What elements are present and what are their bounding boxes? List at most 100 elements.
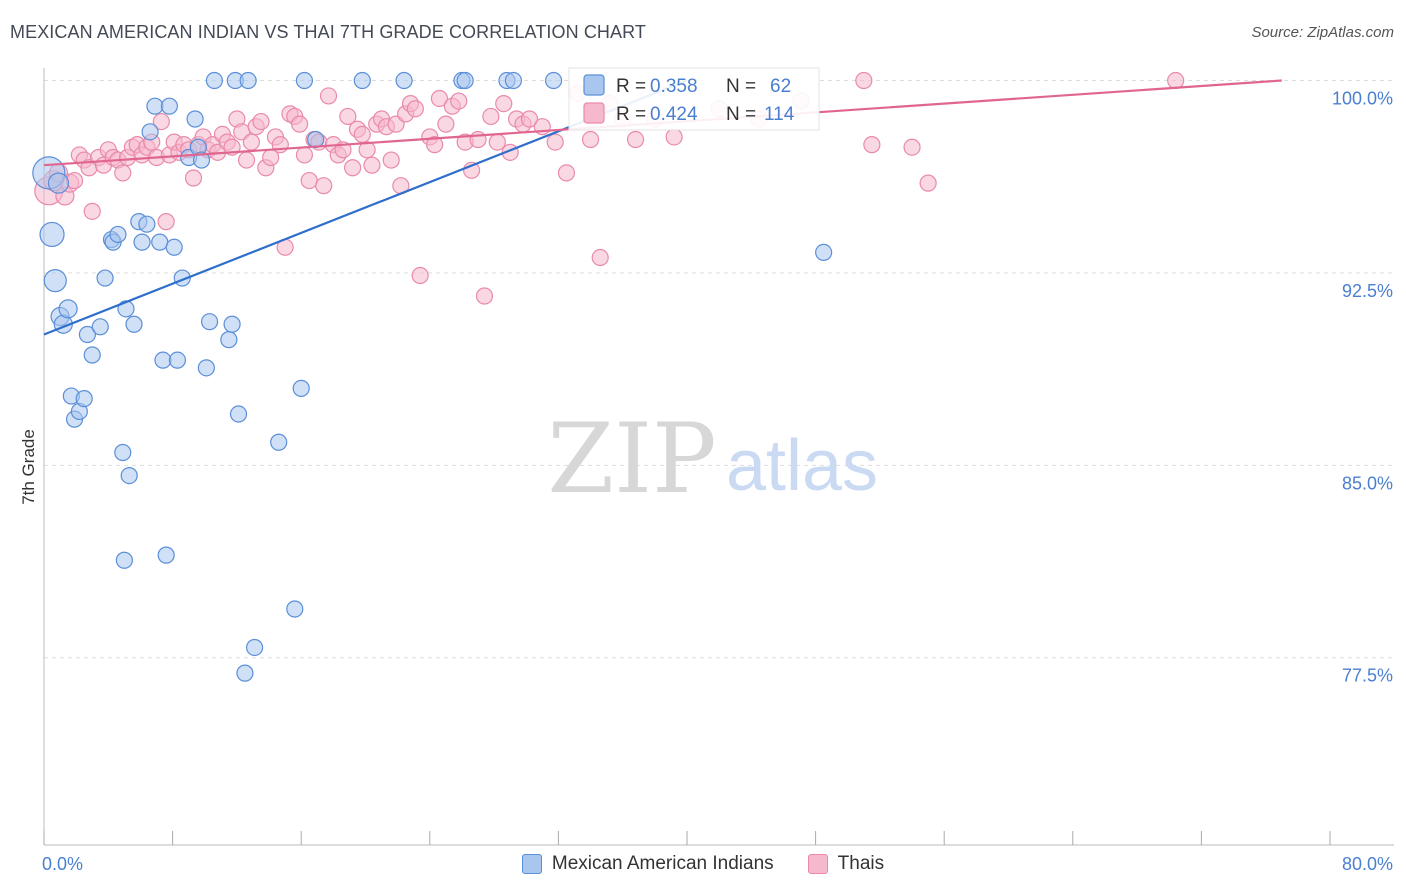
mexican-american-indians-point bbox=[815, 243, 833, 262]
y-tick-label: 85.0% bbox=[1342, 473, 1393, 493]
thais-point bbox=[520, 110, 539, 128]
mexican-american-indians-point bbox=[295, 71, 314, 90]
mexican-american-indians-point bbox=[160, 97, 178, 115]
x-tick-label: 0.0% bbox=[42, 854, 83, 874]
thais-point bbox=[344, 159, 362, 177]
watermark: ZIP atlas bbox=[547, 403, 878, 515]
x-tick-label: 80.0% bbox=[1342, 854, 1393, 874]
legend-swatch-blue bbox=[583, 74, 605, 96]
mexican-american-indians-points bbox=[32, 71, 833, 682]
chart-title: MEXICAN AMERICAN INDIAN VS THAI 7TH GRAD… bbox=[10, 22, 646, 42]
mexican-american-indians-point bbox=[504, 71, 522, 90]
thais-point bbox=[252, 112, 270, 131]
mexican-american-indians-point bbox=[43, 269, 67, 293]
thais-point bbox=[83, 202, 101, 220]
thais-point bbox=[665, 128, 683, 146]
legend-r-label-blue: R = bbox=[616, 76, 646, 97]
thais-point bbox=[358, 141, 376, 159]
mexican-american-indians-point bbox=[197, 359, 215, 377]
mexican-american-indians-point bbox=[395, 71, 413, 90]
mexican-american-indians-point bbox=[96, 269, 114, 287]
thais-point bbox=[237, 151, 256, 169]
mexican-american-indians-point bbox=[58, 299, 78, 319]
thais-point bbox=[157, 213, 175, 231]
mexican-american-indians-point bbox=[456, 71, 474, 90]
mexican-american-indians-point bbox=[47, 172, 70, 194]
mexican-american-indians-point bbox=[146, 97, 164, 115]
mexican-american-indians-point bbox=[165, 238, 183, 256]
legend-swatch-mexican-american-indians bbox=[521, 854, 542, 874]
y-axis-label: 7th Grade bbox=[19, 429, 38, 505]
legend-label-mexican-american-indians: Mexican American Indians bbox=[551, 853, 774, 874]
mexican-american-indians-point bbox=[157, 546, 175, 564]
correlation-legend: R = 0.358 N = 62 R = 0.424 N = 114 bbox=[568, 67, 820, 131]
thais-point bbox=[411, 266, 429, 285]
mexican-american-indians-point bbox=[75, 390, 93, 408]
thais-point bbox=[114, 164, 132, 182]
mexican-american-indians-point bbox=[125, 315, 143, 333]
thais-point bbox=[363, 156, 381, 174]
watermark-zip: ZIP bbox=[547, 403, 716, 515]
legend-r-value-blue: 0.358 bbox=[650, 76, 698, 97]
mexican-american-indians-point bbox=[141, 123, 159, 141]
thais-point bbox=[557, 164, 576, 182]
legend-swatch-pink bbox=[583, 102, 605, 124]
thais-point bbox=[315, 177, 333, 195]
thais-point bbox=[475, 287, 494, 305]
thais-point bbox=[290, 115, 309, 133]
thais-point bbox=[353, 125, 371, 143]
mexican-american-indians-point bbox=[151, 233, 169, 251]
y-tick-label: 92.5% bbox=[1342, 281, 1393, 301]
mexican-american-indians-point bbox=[115, 551, 133, 569]
mexican-american-indians-point bbox=[114, 443, 132, 462]
mexican-american-indians-point bbox=[239, 71, 257, 90]
legend-box bbox=[568, 67, 820, 131]
mexican-american-indians-point bbox=[286, 600, 304, 618]
mexican-american-indians-point bbox=[168, 351, 187, 369]
y-tick-label: 77.5% bbox=[1342, 666, 1393, 686]
thais-point bbox=[1167, 71, 1185, 90]
watermark-atlas: atlas bbox=[726, 426, 878, 506]
mexican-american-indians-point bbox=[223, 315, 241, 333]
legend-r-value-pink: 0.424 bbox=[650, 104, 698, 125]
mexican-american-indians-point bbox=[220, 331, 238, 349]
mexican-american-indians-point bbox=[192, 151, 211, 169]
axes bbox=[43, 68, 1394, 846]
mexican-american-indians-point bbox=[120, 466, 138, 485]
source-label: Source: ZipAtlas.com bbox=[1251, 24, 1394, 41]
thais-point bbox=[295, 146, 314, 164]
thais-point bbox=[626, 130, 645, 149]
thais-point bbox=[495, 95, 513, 113]
legend-n-value-blue: 62 bbox=[770, 76, 791, 97]
thais-point bbox=[339, 107, 357, 126]
thais-point bbox=[426, 136, 444, 154]
thais-point bbox=[546, 133, 564, 151]
mexican-american-indians-point bbox=[154, 351, 172, 369]
mexican-american-indians-point bbox=[544, 71, 563, 90]
thais-point bbox=[152, 112, 170, 131]
mexican-american-indians-point bbox=[292, 379, 310, 397]
mexican-american-indians-point bbox=[83, 346, 101, 364]
thais-point bbox=[300, 171, 318, 190]
mexican-american-indians-point bbox=[205, 71, 223, 90]
thais-point bbox=[581, 130, 600, 149]
thais-point bbox=[242, 133, 260, 151]
legend-swatch-thais bbox=[807, 854, 828, 874]
thais-point bbox=[437, 115, 455, 133]
thais-point bbox=[919, 174, 937, 192]
thais-point bbox=[319, 87, 338, 105]
thais-point bbox=[450, 92, 468, 110]
mexican-american-indians-point bbox=[91, 318, 109, 336]
mexican-american-indians-point bbox=[39, 221, 65, 248]
thais-point bbox=[65, 171, 84, 190]
thais-point bbox=[382, 151, 400, 169]
series-legend: Mexican American Indians Thais bbox=[0, 850, 1406, 878]
legend-entry-thais[interactable]: Thais bbox=[807, 853, 885, 875]
legend-entry-mexican-american-indians[interactable]: Mexican American Indians bbox=[521, 853, 774, 875]
legend-label-thais: Thais bbox=[837, 853, 885, 874]
thais-point bbox=[855, 71, 873, 90]
thais-point bbox=[591, 248, 609, 267]
mexican-american-indians-point bbox=[200, 313, 219, 331]
mexican-american-indians-point bbox=[138, 215, 156, 233]
legend-n-value-pink: 114 bbox=[764, 104, 795, 125]
